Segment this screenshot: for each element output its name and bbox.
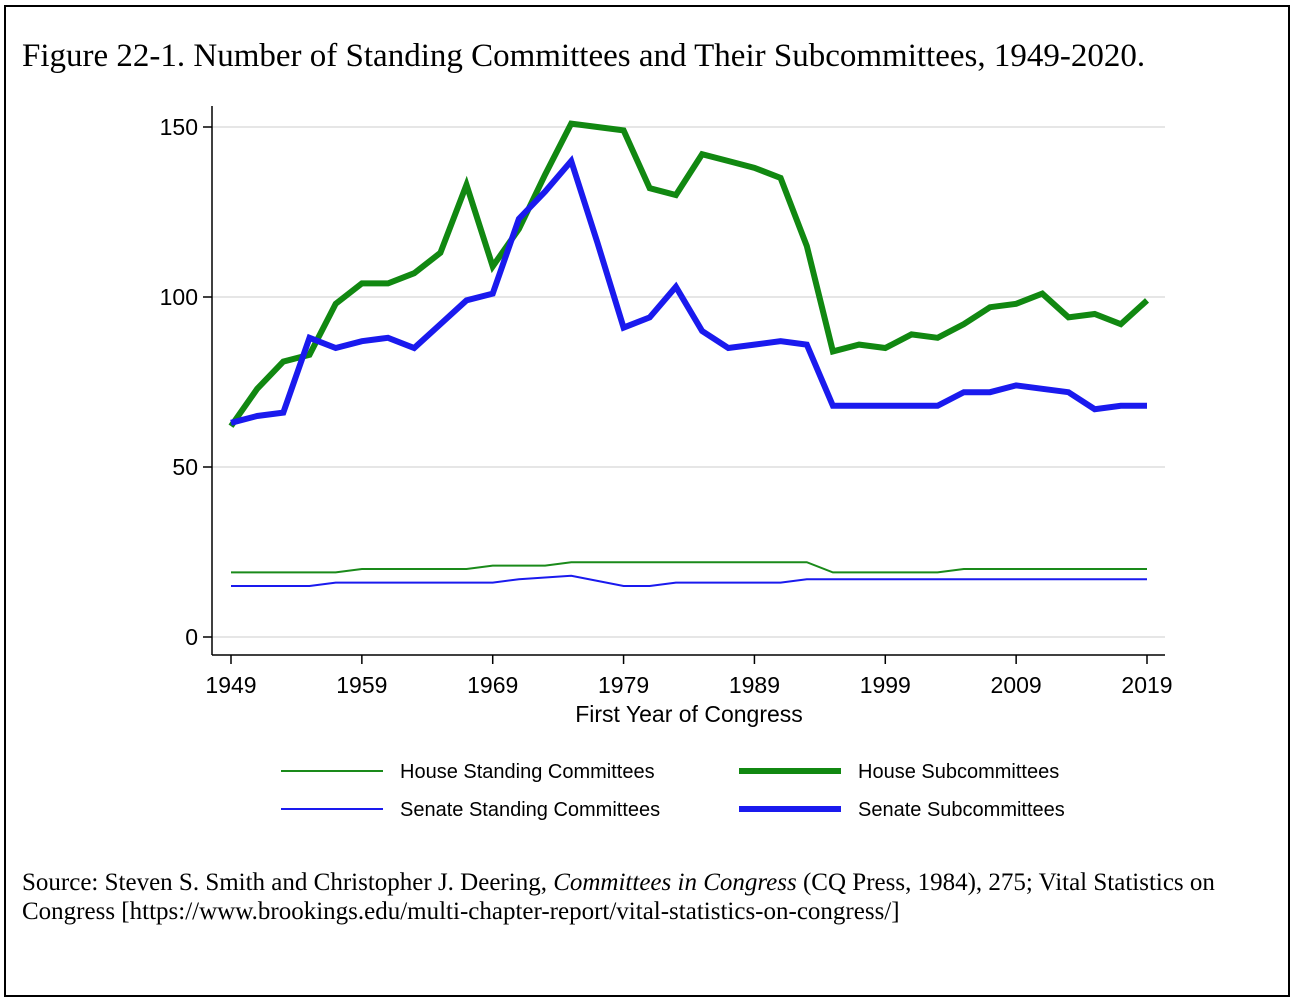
source-note: Source: Steven S. Smith and Christopher … (22, 868, 1272, 926)
x-tick-label-1979: 1979 (598, 672, 649, 698)
y-tick-label-0: 0 (185, 624, 198, 650)
legend-label-house-standing-committees: House Standing Committees (400, 761, 655, 783)
grid-lines (212, 126, 1165, 638)
x-tick-label-2009: 2009 (991, 672, 1042, 698)
x-tick-label-2019: 2019 (1121, 672, 1172, 698)
x-tick-label-1999: 1999 (860, 672, 911, 698)
series-lines (228, 120, 1150, 587)
series-line-house-standing-committees (231, 561, 1147, 574)
legend-label-senate-subcommittees: Senate Subcommittees (858, 799, 1065, 821)
y-tick-label-150: 150 (160, 114, 198, 140)
series-line-senate-subcommittees (230, 154, 1147, 426)
series-line-house-subcommittees (228, 120, 1150, 428)
x-tick-label-1949: 1949 (205, 672, 256, 698)
source-book-title: Committees in Congress (553, 869, 797, 896)
legend-label-house-subcommittees: House Subcommittees (858, 761, 1059, 783)
x-tick-label-1969: 1969 (467, 672, 518, 698)
y-tick-label-100: 100 (160, 284, 198, 310)
figure-frame (4, 5, 1290, 997)
source-suffix: (CQ Press, 1984), 275; Vital Statistics … (22, 869, 1215, 925)
legend-label-senate-standing-committees: Senate Standing Committees (400, 799, 660, 821)
figure-title: Figure 22-1. Number of Standing Committe… (22, 38, 1146, 74)
series-line-senate-standing-committees (231, 574, 1147, 587)
legend: House Standing Committees House Subcommit… (281, 761, 1065, 821)
source-prefix: Source: Steven S. Smith and Christopher … (22, 869, 554, 896)
x-tick-label-1959: 1959 (336, 672, 387, 698)
axes: 0 50 100 150 1949 1959 1969 1979 1989 1999 2009 201… (160, 106, 1173, 698)
x-tick-label-1989: 1989 (729, 672, 780, 698)
y-tick-label-50: 50 (172, 454, 198, 480)
x-axis-title: First Year of Congress (575, 701, 803, 727)
